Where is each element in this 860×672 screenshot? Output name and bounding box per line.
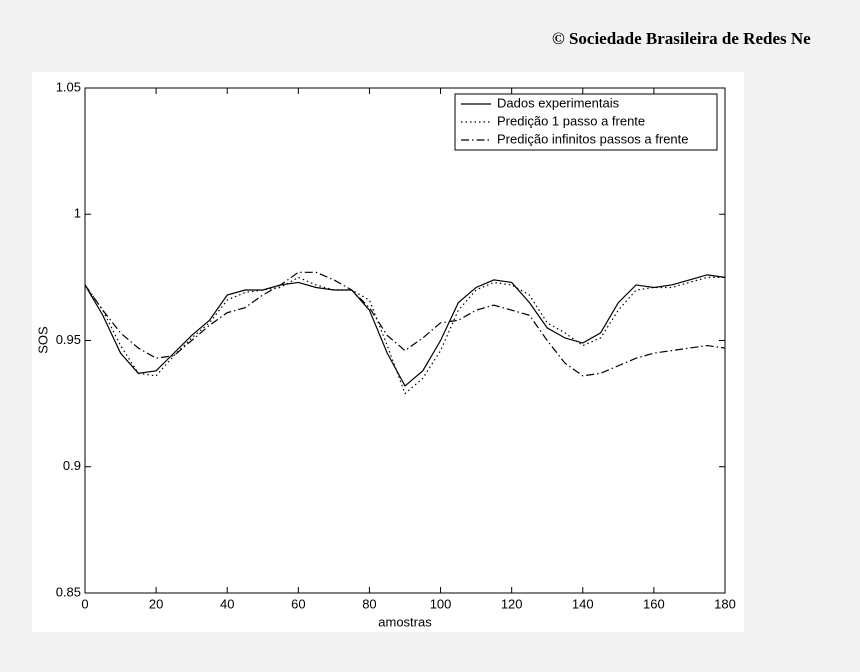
x-tick-label: 20 <box>149 596 163 611</box>
x-tick-label: 140 <box>572 596 594 611</box>
x-axis-label: amostras <box>378 614 432 629</box>
y-tick-label: 0.95 <box>56 332 81 347</box>
x-tick-label: 120 <box>501 596 523 611</box>
x-tick-label: 180 <box>714 596 736 611</box>
watermark: © Sociedade Brasileira de Redes Ne <box>552 29 811 48</box>
y-tick-label: 1.05 <box>56 79 81 94</box>
x-tick-label: 40 <box>220 596 234 611</box>
y-axis-label: SOS <box>35 326 50 354</box>
y-tick-label: 0.85 <box>56 584 81 599</box>
x-tick-label: 0 <box>81 596 88 611</box>
series-line <box>84 274 726 387</box>
x-tick-label: 80 <box>362 596 376 611</box>
series-line <box>84 271 726 377</box>
x-tick-label: 160 <box>643 596 665 611</box>
legend-label: Predição 1 passo a frente <box>497 113 645 128</box>
y-tick-label: 1 <box>74 206 81 221</box>
legend-box <box>454 93 718 151</box>
series-line <box>84 276 725 395</box>
y-tick-label: 0.9 <box>63 458 81 473</box>
x-tick-label: 100 <box>430 596 452 611</box>
legend-label: Dados experimentais <box>497 95 620 110</box>
panel <box>32 72 744 632</box>
x-tick-label: 60 <box>291 596 305 611</box>
legend-label: Predição infinitos passos a frente <box>497 131 689 146</box>
